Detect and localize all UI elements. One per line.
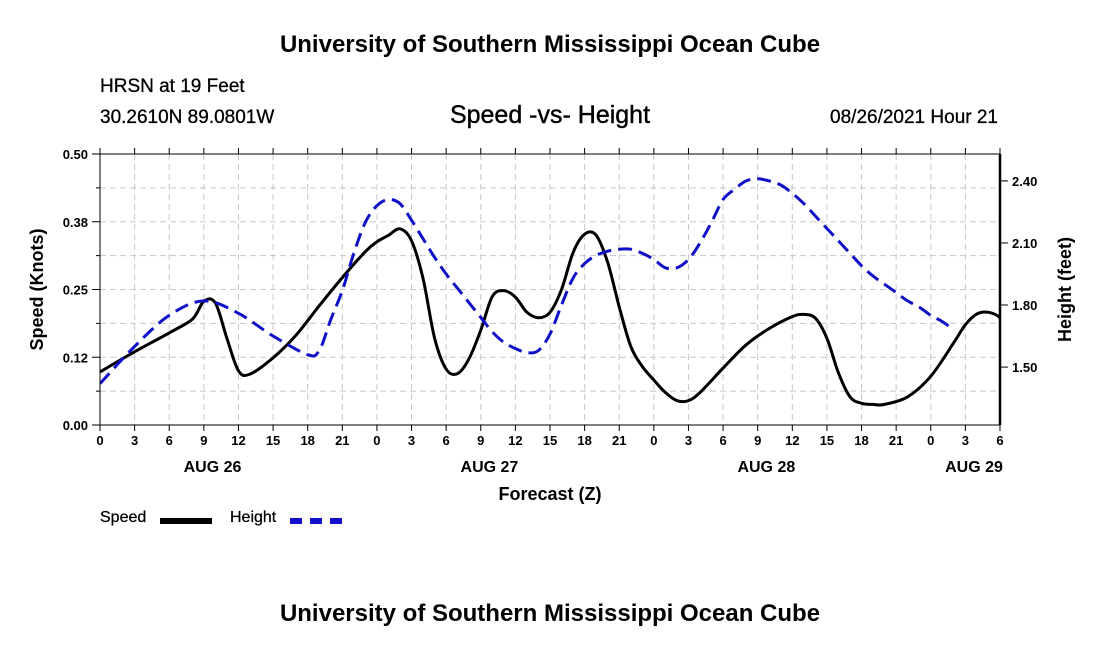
y-right-axis-label: Height (feet) <box>1055 237 1075 342</box>
x-day-label: AUG 28 <box>737 459 795 476</box>
x-tick-label: 18 <box>854 433 868 448</box>
x-tick-label: 3 <box>408 433 415 448</box>
grid <box>100 154 1000 425</box>
x-day-label: AUG 27 <box>461 459 519 476</box>
x-tick-label: 6 <box>443 433 450 448</box>
x-tick-label: 18 <box>300 433 314 448</box>
x-tick-label: 21 <box>335 433 349 448</box>
series-height-line <box>100 177 955 385</box>
page-title: University of Southern Mississippi Ocean… <box>279 31 821 58</box>
axes: 0 3 6 9 12 15 18 21 0 3 6 9 12 15 18 21 0 3 6 9 12 15 18 21 0 3 6A… <box>27 147 1075 504</box>
footer-title: University of Southern Mississippi Ocean… <box>279 600 821 627</box>
x-tick-label: 15 <box>543 433 557 448</box>
y-left-tick-label: 0.25 <box>63 283 88 298</box>
x-tick-label: 0 <box>927 433 934 448</box>
x-axis-label: Forecast (Z) <box>498 484 601 504</box>
series-speed-line <box>100 227 1000 407</box>
y-left-tick-label: 0.00 <box>63 418 88 433</box>
x-tick-label: 12 <box>508 433 522 448</box>
legend-speed-label: Speed <box>100 509 147 526</box>
x-tick-label: 0 <box>373 433 380 448</box>
x-tick-label: 9 <box>477 433 484 448</box>
y-left-tick-label: 0.50 <box>63 147 88 162</box>
chart-subtitle: Speed -vs- Height <box>449 101 651 129</box>
x-tick-label: 18 <box>577 433 591 448</box>
forecast-datetime: 08/26/2021 Hour 21 <box>830 107 998 128</box>
x-tick-label: 6 <box>166 433 173 448</box>
station-label: HRSN at 19 Feet <box>100 76 245 97</box>
x-tick-label: 21 <box>612 433 626 448</box>
y-left-tick-label: 0.38 <box>63 215 88 230</box>
y-left-axis-label: Speed (Knots) <box>27 228 47 350</box>
y-right-tick-label: 2.10 <box>1012 236 1037 251</box>
x-tick-label: 9 <box>754 433 761 448</box>
x-day-label: AUG 26 <box>184 459 242 476</box>
x-tick-label: 3 <box>685 433 692 448</box>
x-tick-label: 15 <box>266 433 280 448</box>
x-tick-label: 3 <box>131 433 138 448</box>
x-tick-label: 0 <box>96 433 103 448</box>
x-tick-label: 12 <box>785 433 799 448</box>
x-tick-label: 15 <box>820 433 834 448</box>
y-right-tick-label: 1.50 <box>1012 360 1037 375</box>
x-tick-label: 6 <box>996 433 1003 448</box>
station-coordinates: 30.2610N 89.0801W <box>100 107 275 128</box>
x-tick-label: 0 <box>650 433 657 448</box>
legend-speed-swatch <box>160 518 212 524</box>
y-left-tick-label: 0.12 <box>63 350 88 365</box>
y-right-tick-label: 1.80 <box>1012 298 1037 313</box>
legend-height-label: Height <box>230 509 277 526</box>
x-day-label: AUG 29 <box>945 459 1003 476</box>
x-tick-label: 12 <box>231 433 245 448</box>
x-tick-label: 6 <box>719 433 726 448</box>
x-tick-label: 21 <box>889 433 903 448</box>
legend-height-swatch <box>290 518 342 524</box>
series-layer <box>100 177 1000 407</box>
x-tick-label: 3 <box>962 433 969 448</box>
x-tick-label: 9 <box>200 433 207 448</box>
y-right-tick-label: 2.40 <box>1012 174 1037 189</box>
